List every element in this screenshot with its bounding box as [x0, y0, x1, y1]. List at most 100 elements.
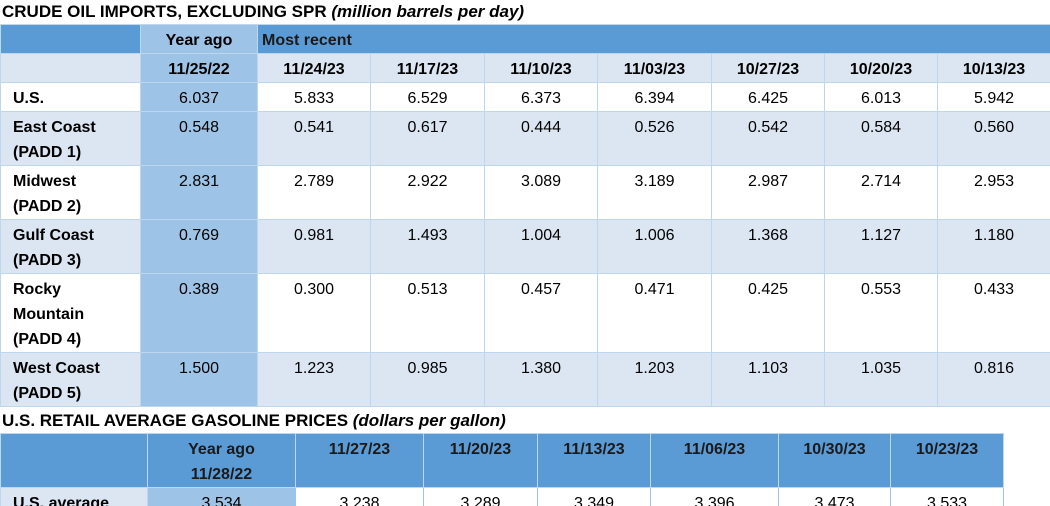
value-cell: 3.473	[778, 487, 891, 506]
date-header: 11/06/23	[650, 433, 779, 488]
value-cell: 0.541	[257, 111, 371, 166]
value-cell: 2.789	[257, 165, 371, 220]
header-row: Year ago Most recent	[0, 24, 1050, 54]
date-header: 11/17/23	[370, 53, 485, 83]
value-cell: 0.444	[484, 111, 598, 166]
data-row: Gulf Coast (PADD 3) 0.769 0.981 1.493 1.004 1…	[0, 219, 1050, 274]
date-header: 11/13/23	[537, 433, 651, 488]
value-cell: 0.300	[257, 273, 371, 353]
year-ago-header: Year ago 11/28/22	[147, 433, 296, 488]
crude-table: Year ago Most recent 11/25/22 11/24/23 11/17…	[0, 24, 1050, 407]
row-label: Midwest (PADD 2)	[0, 165, 141, 220]
row-label: Gulf Coast (PADD 3)	[0, 219, 141, 274]
value-cell: 2.953	[936, 165, 1050, 220]
value-cell: 6.529	[370, 82, 485, 112]
crude-title: CRUDE OIL IMPORTS, EXCLUDING SPR	[2, 2, 327, 21]
value-cell: 0.513	[370, 273, 485, 353]
year-ago-date: 11/28/22	[190, 466, 253, 483]
recent-header: Most recent	[256, 24, 1050, 54]
gas-table: Year ago 11/28/22 11/27/23 11/20/23 11/13/23…	[0, 433, 1004, 506]
gas-subtitle: (dollars per gallon)	[352, 411, 506, 430]
value-cell: 1.103	[711, 352, 825, 407]
blank-cell	[0, 433, 148, 488]
value-cell: 3.238	[295, 487, 424, 506]
row-label: U.S. average	[0, 487, 148, 506]
data-row: U.S. 6.037 5.833 6.529 6.373 6.394 6.425 6.013 5…	[0, 82, 1050, 112]
value-cell: 1.180	[936, 219, 1050, 274]
crude-title-line: CRUDE OIL IMPORTS, EXCLUDING SPR (millio…	[0, 0, 1050, 24]
row-label: West Coast (PADD 5)	[0, 352, 141, 407]
value-cell: 0.433	[936, 273, 1050, 353]
value-cell: 0.389	[140, 273, 258, 353]
value-cell: 6.394	[597, 82, 712, 112]
data-row: Rocky Mountain (PADD 4) 0.389 0.300 0.513 0.…	[0, 273, 1050, 353]
value-cell: 3.089	[484, 165, 598, 220]
value-cell: 3.533	[890, 487, 1004, 506]
data-row: East Coast (PADD 1) 0.548 0.541 0.617 0.444 0…	[0, 111, 1050, 166]
value-cell: 0.769	[140, 219, 258, 274]
value-cell: 3.189	[597, 165, 712, 220]
gas-title: U.S. RETAIL AVERAGE GASOLINE PRICES	[2, 411, 349, 430]
value-cell: 0.617	[370, 111, 485, 166]
value-cell: 1.380	[484, 352, 598, 407]
value-cell: 0.981	[257, 219, 371, 274]
value-cell: 1.127	[824, 219, 938, 274]
value-cell: 1.203	[597, 352, 712, 407]
value-cell: 1.006	[597, 219, 712, 274]
data-row: Midwest (PADD 2) 2.831 2.789 2.922 3.089 3.18…	[0, 165, 1050, 220]
date-header: 10/13/23	[936, 53, 1050, 83]
value-cell: 2.714	[824, 165, 938, 220]
date-row: 11/25/22 11/24/23 11/17/23 11/10/23 11/03/23…	[0, 53, 1050, 83]
date-header: 11/24/23	[257, 53, 371, 83]
value-cell: 6.013	[824, 82, 938, 112]
value-cell: 1.035	[824, 352, 938, 407]
value-cell: 0.457	[484, 273, 598, 353]
value-cell: 1.493	[370, 219, 485, 274]
gas-title-line: U.S. RETAIL AVERAGE GASOLINE PRICES (dol…	[0, 407, 1050, 433]
value-cell: 0.425	[711, 273, 825, 353]
value-cell: 2.831	[140, 165, 258, 220]
value-cell: 1.004	[484, 219, 598, 274]
value-cell: 5.833	[257, 82, 371, 112]
data-row: U.S. average 3.534 3.238 3.289 3.349 3.396 3.4…	[0, 487, 1004, 506]
data-row: West Coast (PADD 5) 1.500 1.223 0.985 1.380 1…	[0, 352, 1050, 407]
value-cell: 0.584	[824, 111, 938, 166]
date-header: 11/03/23	[597, 53, 712, 83]
blank-cell	[0, 53, 141, 83]
value-cell: 0.471	[597, 273, 712, 353]
row-label: Rocky Mountain (PADD 4)	[0, 273, 141, 353]
value-cell: 0.548	[140, 111, 258, 166]
header-row: Year ago 11/28/22 11/27/23 11/20/23 11/13/23…	[0, 433, 1004, 488]
value-cell: 6.373	[484, 82, 598, 112]
value-cell: 2.922	[370, 165, 485, 220]
blank-cell	[0, 24, 141, 54]
value-cell: 3.289	[423, 487, 538, 506]
value-cell: 0.526	[597, 111, 712, 166]
value-cell: 1.500	[140, 352, 258, 407]
date-header: 11/20/23	[423, 433, 538, 488]
value-cell: 6.425	[711, 82, 825, 112]
row-label: East Coast (PADD 1)	[0, 111, 141, 166]
value-cell: 0.560	[936, 111, 1050, 166]
value-cell: 0.542	[711, 111, 825, 166]
date-header: 11/25/22	[140, 53, 258, 83]
year-ago-label: Year ago	[188, 441, 255, 458]
date-header: 10/23/23	[890, 433, 1004, 488]
date-header: 10/27/23	[711, 53, 825, 83]
value-cell: 6.037	[140, 82, 258, 112]
date-header: 11/27/23	[295, 433, 424, 488]
value-cell: 3.534	[147, 487, 296, 506]
value-cell: 0.985	[370, 352, 485, 407]
date-header: 11/10/23	[484, 53, 598, 83]
row-label: U.S.	[0, 82, 141, 112]
value-cell: 5.942	[936, 82, 1050, 112]
value-cell: 2.987	[711, 165, 825, 220]
value-cell: 1.368	[711, 219, 825, 274]
date-header: 10/20/23	[824, 53, 938, 83]
value-cell: 1.223	[257, 352, 371, 407]
crude-subtitle: (million barrels per day)	[331, 2, 525, 21]
value-cell: 0.553	[824, 273, 938, 353]
value-cell: 3.349	[537, 487, 651, 506]
year-ago-header: Year ago	[140, 24, 258, 54]
